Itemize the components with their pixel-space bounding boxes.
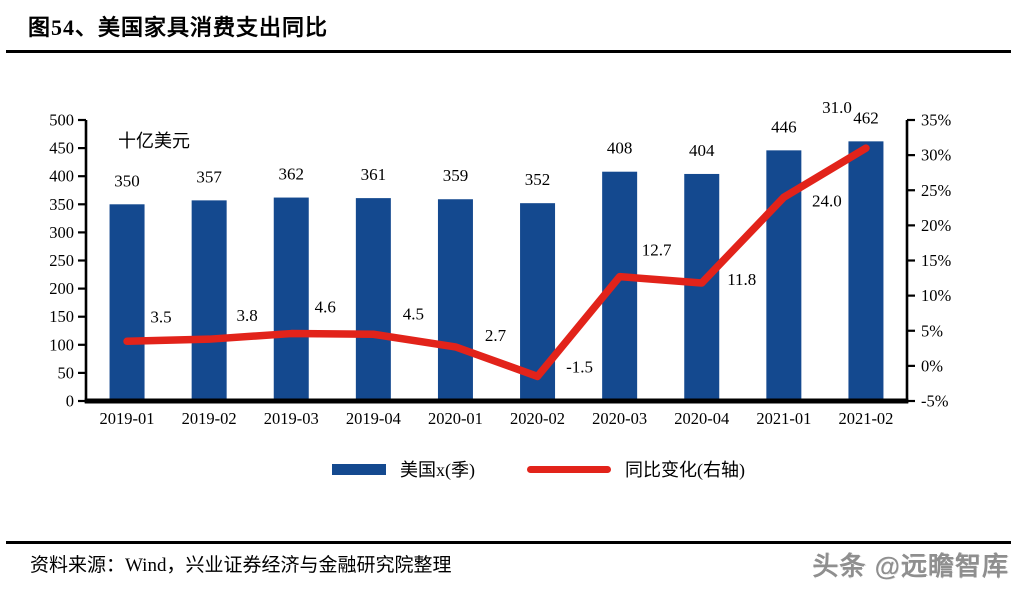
watermark-text: 头条 @远瞻智库 [812, 551, 1009, 581]
right-axis-tick-label: -5% [921, 392, 949, 411]
left-axis-tick-label: 0 [66, 392, 74, 411]
title-divider [6, 50, 1011, 53]
line-value-label: 3.5 [150, 307, 171, 326]
bar-value-label: 357 [196, 167, 222, 186]
bar [848, 141, 884, 401]
line-value-label: 24.0 [812, 191, 842, 210]
line-value-label: 4.5 [403, 304, 424, 323]
bar [273, 197, 309, 401]
x-tick-label: 2019-04 [346, 409, 401, 428]
right-axis-tick-label: 15% [921, 251, 952, 270]
left-axis-tick-label: 400 [49, 167, 74, 186]
legend-line-swatch [527, 465, 611, 473]
figure-title: 图54、美国家具消费支出同比 [28, 15, 329, 40]
left-axis-tick-label: 250 [49, 251, 74, 270]
bar-value-label: 462 [853, 108, 879, 127]
bar-value-label: 408 [607, 139, 633, 158]
x-tick-label: 2019-02 [182, 409, 237, 428]
footer-divider [6, 541, 1011, 544]
right-axis-tick-label: 30% [921, 146, 952, 165]
bar [355, 198, 391, 401]
x-tick-label: 2019-03 [264, 409, 319, 428]
x-tick-label: 2019-01 [100, 409, 155, 428]
line-value-label: 2.7 [485, 326, 507, 345]
left-axis-tick-label: 350 [49, 195, 74, 214]
left-axis-tick-label: 500 [49, 111, 74, 130]
x-tick-label: 2021-02 [838, 409, 893, 428]
line-value-label: -1.5 [566, 357, 593, 376]
right-axis-tick-label: 25% [921, 181, 952, 200]
x-tick-label: 2020-03 [592, 409, 647, 428]
line-value-label: 4.6 [315, 298, 336, 317]
line-value-label: 31.0 [822, 98, 852, 117]
bar-value-label: 352 [525, 170, 551, 189]
legend-bar-swatch [332, 463, 386, 475]
bar-value-label: 361 [361, 165, 387, 184]
bar-value-label: 350 [114, 171, 140, 190]
right-axis-tick-label: 35% [921, 111, 952, 130]
chart-legend: 美国x(季) 同比变化(右轴) [28, 456, 1021, 482]
left-axis-tick-label: 50 [58, 363, 75, 382]
line-value-label: 12.7 [642, 241, 672, 260]
bar-value-label: 359 [443, 166, 469, 185]
line-value-label: 3.8 [237, 306, 258, 325]
bar [191, 200, 227, 401]
left-axis-tick-label: 450 [49, 139, 74, 158]
left-axis-tick-label: 100 [49, 335, 74, 354]
left-axis-tick-label: 200 [49, 279, 74, 298]
bar [684, 173, 720, 401]
x-tick-label: 2021-01 [756, 409, 811, 428]
source-text: 资料来源：Wind，兴业证券经济与金融研究院整理 [30, 555, 452, 576]
right-axis-tick-label: 10% [921, 286, 952, 305]
bar-value-label: 362 [279, 165, 305, 184]
bar-value-label: 404 [689, 141, 715, 160]
x-tick-label: 2020-02 [510, 409, 565, 428]
bar [109, 204, 145, 401]
yoy-line [123, 144, 870, 381]
x-tick-label: 2020-04 [674, 409, 729, 428]
right-axis-tick-label: 5% [921, 321, 943, 340]
bar [437, 199, 473, 401]
chart-canvas: 350 357 362 361 359 352 408 404 446 462 十亿美元 3.5 3.8… [49, 98, 952, 428]
legend-line-label: 同比变化(右轴) [625, 460, 745, 480]
right-axis-tick-label: 0% [921, 356, 943, 375]
axis-unit-label: 十亿美元 [118, 131, 190, 151]
x-tick-label: 2020-01 [428, 409, 483, 428]
left-axis-tick-label: 300 [49, 223, 74, 242]
line-value-label: 11.8 [727, 270, 756, 289]
legend-bar-label: 美国x(季) [400, 460, 475, 480]
bar-value-label: 446 [771, 117, 797, 136]
right-axis-tick-label: 20% [921, 216, 952, 235]
left-axis-tick-label: 150 [49, 307, 74, 326]
